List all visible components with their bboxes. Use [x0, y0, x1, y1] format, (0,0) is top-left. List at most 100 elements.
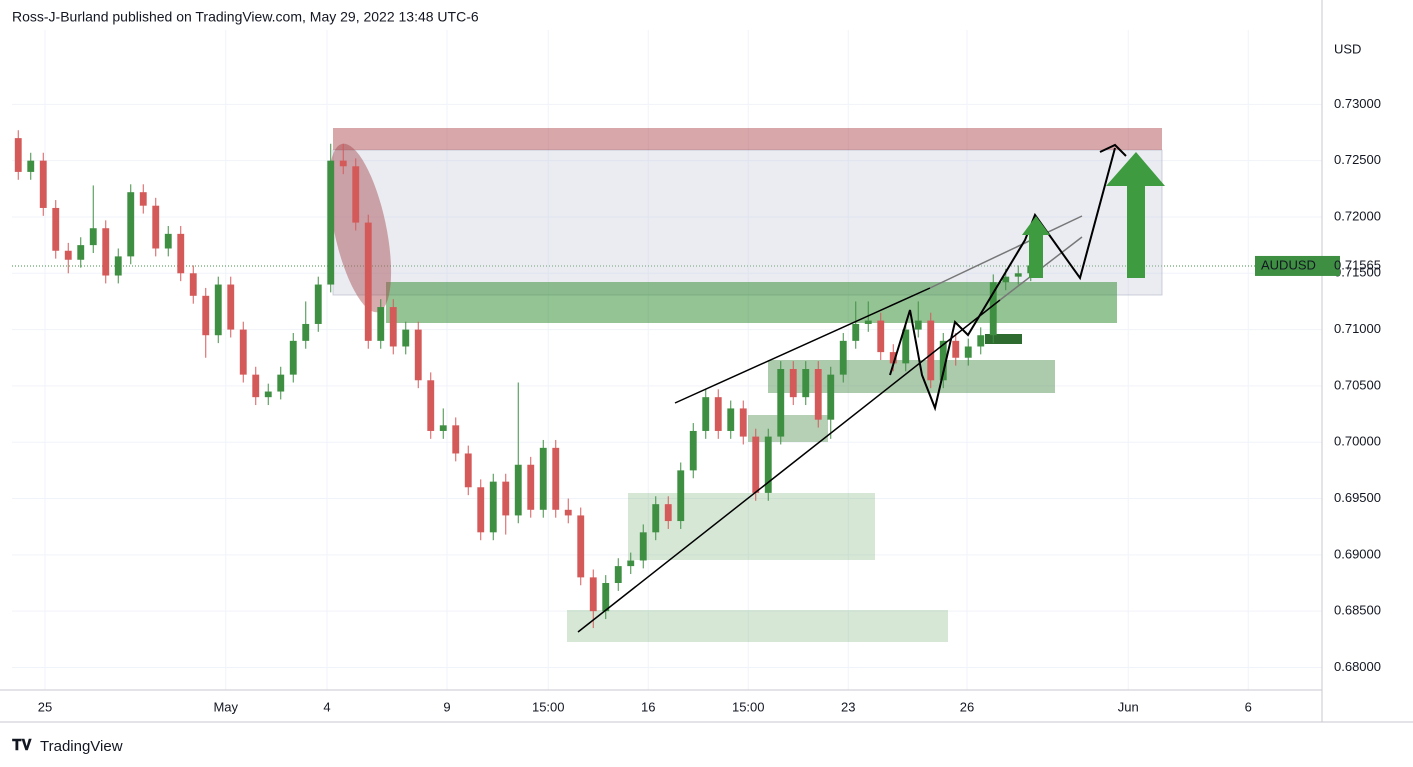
candle-body: [214, 284, 222, 336]
candle-body: [939, 340, 947, 381]
footer: TradingView: [40, 738, 123, 755]
candle-body: [777, 369, 785, 437]
candle-body: [27, 160, 35, 172]
candle-body: [277, 374, 285, 392]
y-tick-label: 0.72500: [1334, 152, 1381, 167]
projection-path: [889, 147, 1116, 412]
candle-body: [64, 250, 72, 260]
y-tick-label: 0.69500: [1334, 490, 1381, 505]
candle-body: [389, 307, 397, 347]
up-arrow: [1106, 152, 1165, 278]
candle-body: [439, 425, 447, 431]
symbol-label: AUDUSD: [1261, 257, 1316, 272]
candle-body: [714, 397, 722, 431]
y-tick-label: 0.71500: [1334, 265, 1381, 280]
header: Ross-J-Burland published on TradingView.…: [12, 9, 479, 25]
candle-body: [352, 166, 360, 223]
trend-line: [929, 215, 1083, 289]
candle-body: [564, 509, 572, 516]
candle-body: [114, 256, 122, 276]
x-tick-label: 15:00: [532, 699, 565, 714]
candle-body: [377, 307, 385, 341]
candle-body: [752, 436, 760, 493]
candle-body: [139, 192, 147, 206]
last-price-tag: AUDUSD 0.71565: [1255, 255, 1381, 276]
up-arrow: [1022, 216, 1050, 278]
demand-zone: [628, 493, 875, 560]
candle-body: [477, 487, 485, 533]
candle-body: [264, 391, 272, 398]
candle-body: [164, 233, 172, 249]
demand-zone: [567, 610, 948, 642]
candle-body: [577, 515, 585, 578]
candle-body: [489, 481, 497, 533]
candle-body: [427, 380, 435, 431]
candle-body: [914, 320, 922, 330]
y-tick-label: 0.69000: [1334, 546, 1381, 561]
candle-body: [889, 352, 897, 364]
y-tick-label: 0.71000: [1334, 321, 1381, 336]
candle-body: [102, 228, 110, 276]
y-axis-label: USD: [1334, 41, 1361, 56]
candle-body: [739, 408, 747, 437]
y-tick-label: 0.70000: [1334, 434, 1381, 449]
candle-body: [627, 560, 635, 567]
candle-body: [402, 329, 410, 347]
candle-body: [702, 397, 710, 431]
candle-body: [89, 228, 97, 246]
candle-body: [314, 284, 322, 324]
candle-body: [539, 447, 547, 510]
candle-body: [614, 566, 622, 584]
candle-body: [814, 369, 822, 420]
candle-body: [902, 329, 910, 364]
candle-body: [514, 464, 522, 516]
candle-body: [764, 436, 772, 493]
y-tick-label: 0.72000: [1334, 208, 1381, 223]
trend-line: [577, 299, 1001, 633]
x-tick-label: 4: [323, 699, 330, 714]
y-tick-label: 0.68500: [1334, 603, 1381, 618]
x-tick-label: 23: [841, 699, 855, 714]
x-tick-label: 15:00: [732, 699, 765, 714]
candle-body: [252, 374, 260, 398]
logo-mark: 𝐓𝐕: [12, 737, 33, 754]
candle-body: [664, 504, 672, 522]
y-tick-label: 0.73000: [1334, 96, 1381, 111]
candle-body: [827, 374, 835, 420]
candle-body: [552, 447, 560, 510]
candle-body: [852, 323, 860, 341]
x-tick-label: 9: [443, 699, 450, 714]
range-zone: [332, 149, 1163, 296]
demand-zone: [768, 360, 1055, 393]
candle-body: [977, 335, 985, 347]
candle-body: [452, 425, 460, 454]
candle-body: [1014, 273, 1022, 277]
candle-body: [414, 329, 422, 381]
highlight-ellipse: [328, 143, 392, 313]
candle-body: [677, 470, 685, 522]
x-tick-label: 6: [1245, 699, 1252, 714]
candle-body: [689, 430, 697, 471]
candle-body: [789, 369, 797, 398]
candle-body: [639, 532, 647, 561]
candle-body: [964, 346, 972, 358]
drawings: [328, 128, 1163, 642]
logo: 𝐓𝐕 TradingView: [12, 737, 123, 755]
last-price-box: [1255, 255, 1340, 276]
candle-body: [802, 369, 810, 398]
candle-body: [652, 504, 660, 533]
candle-body: [14, 138, 22, 172]
candle-body: [39, 160, 47, 208]
x-tick-label: 26: [960, 699, 974, 714]
last-price-label: 0.71565: [1334, 257, 1381, 272]
annotations: [577, 143, 1165, 633]
y-tick-label: 0.68000: [1334, 659, 1381, 674]
candle-body: [1002, 276, 1010, 283]
x-tick-label: Jun: [1118, 699, 1139, 714]
candle-body: [177, 233, 185, 274]
candle-body: [52, 207, 60, 251]
x-tick-label: May: [213, 699, 238, 714]
